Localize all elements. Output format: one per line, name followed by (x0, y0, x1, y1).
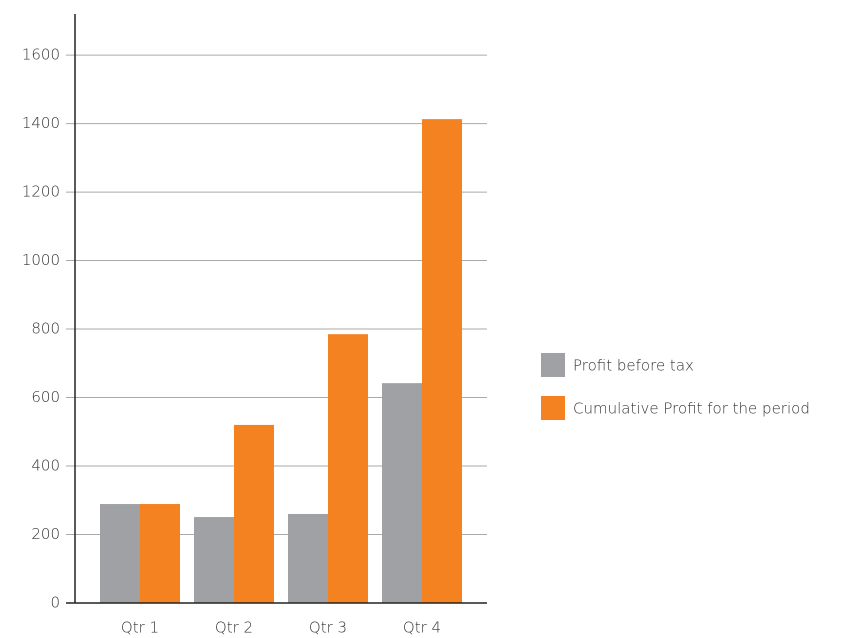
bars (100, 119, 462, 604)
y-tick-label: 0 (50, 594, 60, 612)
y-tick-label: 1200 (22, 183, 60, 201)
y-tick-label: 1600 (22, 46, 60, 64)
bar (140, 504, 180, 603)
bar (382, 383, 422, 603)
x-tick-label: Qtr 4 (403, 619, 441, 637)
y-tick-label: 1000 (22, 251, 60, 269)
legend-label: Profit before tax (573, 357, 694, 375)
bar (422, 119, 462, 604)
y-tick-label: 800 (31, 320, 60, 338)
y-tick-label: 600 (31, 388, 60, 406)
y-tick-label: 200 (31, 525, 60, 543)
x-tick-label: Qtr 2 (215, 619, 253, 637)
bar (234, 424, 274, 603)
legend-swatch (541, 396, 565, 420)
bar (288, 513, 328, 603)
x-tick-label: Qtr 3 (309, 619, 347, 637)
bar (328, 334, 368, 603)
y-tick-label: 1400 (22, 114, 60, 132)
bar (194, 517, 234, 603)
legend-label: Cumulative Profit for the period (573, 400, 810, 418)
bar (100, 504, 140, 603)
legend-swatch (541, 353, 565, 377)
y-tick-label: 400 (31, 457, 60, 475)
x-tick-label: Qtr 1 (121, 619, 159, 637)
